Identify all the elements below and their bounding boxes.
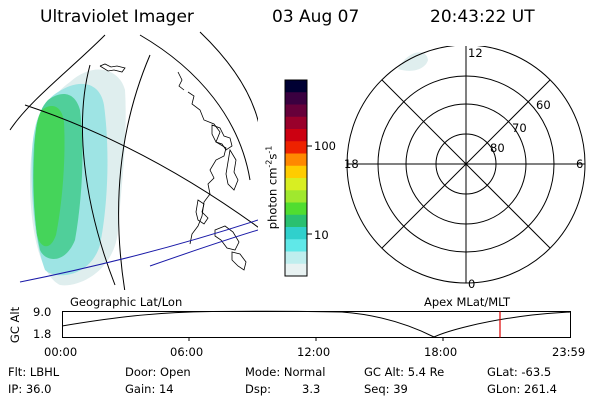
colorbar-segment — [285, 227, 307, 240]
colorbar-segment — [285, 214, 307, 228]
colorbar-unit-label: photon cm-2s-1 — [265, 127, 280, 247]
sequence-info: Seq: 39 — [364, 382, 408, 396]
mlat-label-80: 80 — [490, 141, 505, 155]
ip-info: IP: 36.0 — [8, 382, 52, 396]
unit-s: s — [265, 153, 280, 160]
colorbar-segment — [285, 263, 307, 277]
glat-info: GLat: -63.5 — [487, 365, 552, 379]
colorbar — [284, 79, 312, 277]
parallel-line — [24, 104, 258, 228]
parallel-line — [199, 31, 258, 123]
colorbar-segment — [285, 141, 307, 154]
altitude-ymax: 9.0 — [33, 305, 52, 319]
coastline — [99, 63, 126, 73]
coastline — [225, 148, 239, 191]
apex-caption: Apex MLat/MLT — [424, 295, 511, 309]
coastline — [177, 71, 185, 91]
glon-info: GLon: 261.4 — [487, 382, 557, 396]
colorbar-segment — [285, 129, 307, 142]
coastline — [211, 124, 233, 151]
x-tick-label: 18:00 — [424, 345, 458, 359]
polar-diagonal — [381, 79, 551, 249]
unit-base: photon cm — [265, 167, 280, 230]
colorbar-segment — [285, 153, 307, 167]
mlat-label-70: 70 — [512, 121, 527, 135]
altitude-ylabel: GC Alt — [8, 306, 22, 344]
mlat-label-60: 60 — [536, 98, 551, 112]
geographic-map — [9, 31, 258, 290]
coastline-blue — [19, 219, 258, 283]
colorbar-segment — [285, 80, 307, 93]
mode-info: Mode: Normal — [245, 365, 326, 379]
colorbar-segment — [285, 92, 307, 105]
door-info: Door: Open — [125, 365, 191, 379]
unit-exp1: -2 — [264, 159, 274, 168]
altitude-curve — [62, 310, 571, 338]
altitude-ymin: 1.8 — [33, 327, 52, 341]
x-tick-label: 23:59 — [552, 345, 586, 359]
coastline — [214, 225, 240, 251]
mlt-label-18: 18 — [344, 157, 359, 171]
dsp-value: 3.3 — [302, 382, 321, 396]
geographic-caption: Geographic Lat/Lon — [70, 295, 183, 309]
mlt-label-12: 12 — [468, 46, 483, 60]
altitude-plot — [62, 310, 571, 341]
colorbar-segment — [285, 251, 307, 265]
colorbar-segment — [285, 104, 307, 118]
coastline — [187, 91, 227, 245]
instrument-title: Ultraviolet Imager — [40, 7, 194, 27]
x-tick-label: 00:00 — [44, 345, 78, 359]
gc-altitude-info: GC Alt: 5.4 Re — [364, 365, 445, 379]
colorbar-segment — [285, 239, 307, 252]
aurora-core — [33, 106, 65, 247]
polar-emission — [398, 52, 428, 71]
colorbar-segment — [285, 190, 307, 203]
dsp-label: Dsp: — [245, 382, 272, 396]
meridian-line — [82, 64, 116, 286]
colorbar-tick-10: 10 — [314, 228, 329, 242]
unit-exp2: -1 — [264, 145, 274, 154]
polar-plot — [346, 46, 586, 284]
coastline-blue — [149, 229, 258, 267]
map-limb — [9, 34, 106, 131]
colorbar-segment — [285, 178, 307, 191]
coastline — [195, 199, 209, 225]
image-time: 20:43:22 UT — [430, 7, 535, 27]
mlt-label-6: 6 — [576, 157, 584, 171]
x-tick-label: 12:00 — [297, 345, 331, 359]
filter-info: Flt: LBHL — [8, 365, 60, 379]
x-tick-label: 06:00 — [170, 345, 204, 359]
mlt-label-0: 0 — [468, 277, 476, 291]
parallel-line — [139, 34, 251, 181]
colorbar-tick-100: 100 — [314, 139, 336, 153]
image-date: 03 Aug 07 — [272, 7, 360, 27]
colorbar-segment — [285, 202, 307, 216]
gain-info: Gain: 14 — [125, 382, 174, 396]
colorbar-segment — [285, 165, 307, 179]
colorbar-segment — [285, 116, 307, 130]
coastline — [231, 251, 247, 271]
meridian-line — [118, 54, 151, 290]
